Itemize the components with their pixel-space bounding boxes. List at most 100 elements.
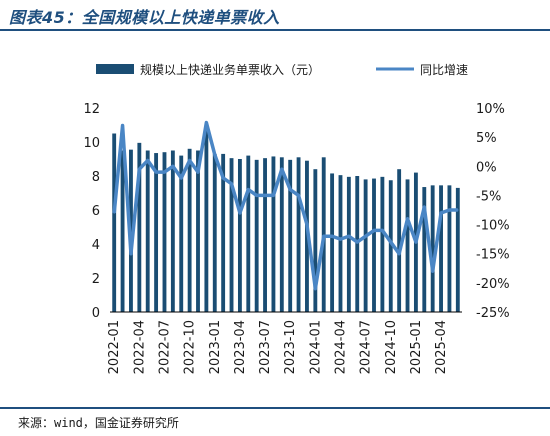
y-right-tick-label: -25% xyxy=(476,306,510,321)
x-tick-label: 2022-07 xyxy=(158,320,173,374)
x-tick-label: 2025-01 xyxy=(409,320,424,374)
bar-2025-05 xyxy=(447,185,452,312)
line-point-2022-04 xyxy=(138,168,141,170)
x-tick-label: 2023-07 xyxy=(258,320,273,374)
bar-2024-04 xyxy=(338,175,343,312)
bar-2022-04 xyxy=(137,142,142,312)
line-point-2024-02 xyxy=(322,235,325,238)
bar-2024-08 xyxy=(372,178,376,312)
x-tick-label: 2024-01 xyxy=(308,320,323,374)
bar-2025-03 xyxy=(430,185,435,312)
legend-label-bar: 规模以上快递业务单票收入（元） xyxy=(140,62,320,77)
y-right-tick-label: -20% xyxy=(476,277,510,292)
bar-2022-01 xyxy=(112,133,117,312)
bar-2024-05 xyxy=(346,176,351,312)
bar-2023-02 xyxy=(221,153,226,312)
source-note: 来源：wind，国金证券研究所 xyxy=(18,416,179,430)
bar-2025-04 xyxy=(439,185,443,312)
y-left-tick-label: 4 xyxy=(92,238,100,253)
line-point-2024-05 xyxy=(348,235,350,238)
y-axis-right: 10% 5% 0% -5% -10% -15% -20% -25% xyxy=(476,102,510,321)
y-left-tick-label: 12 xyxy=(83,102,100,117)
line-point-2025-02 xyxy=(423,206,426,208)
x-tick-label: 2022-10 xyxy=(183,320,198,374)
legend-label-line: 同比增速 xyxy=(420,63,468,77)
line-point-2023-11 xyxy=(297,194,300,197)
line-point-2024-08 xyxy=(373,229,375,232)
y-left-tick-label: 0 xyxy=(92,306,100,321)
footer-rule xyxy=(0,407,550,409)
y-right-tick-label: 5% xyxy=(476,131,497,146)
line-point-2025-06 xyxy=(457,209,459,211)
bar-2024-12 xyxy=(405,179,410,312)
y-left-tick-label: 8 xyxy=(92,170,100,185)
bar-2022-05 xyxy=(145,150,150,312)
legend-swatch-bar xyxy=(96,64,134,74)
line-point-2022-01 xyxy=(113,212,115,214)
line-point-2023-09 xyxy=(281,168,283,170)
y-left-tick-label: 6 xyxy=(92,204,100,219)
line-point-2023-06 xyxy=(255,194,258,197)
y-right-tick-label: -10% xyxy=(476,219,510,234)
x-tick-label: 2024-07 xyxy=(359,320,374,374)
y-right-tick-label: -15% xyxy=(476,248,510,263)
x-tick-label: 2024-10 xyxy=(384,320,399,374)
bar-2024-09 xyxy=(380,176,385,312)
line-point-2024-01 xyxy=(314,287,317,290)
bar-2025-06 xyxy=(455,187,460,312)
bar-2022-02 xyxy=(120,150,125,312)
chart-title: 图表45：全国规模以上快递单票收入 xyxy=(9,8,280,27)
line-point-2023-10 xyxy=(289,188,291,191)
bar-series xyxy=(112,130,460,312)
line-point-2023-12 xyxy=(306,223,308,226)
chart: 规模以上快递业务单票收入（元） 同比增速 0 2 4 6 8 10 12 10% 5% 0% -5… xyxy=(83,62,510,374)
y-right-tick-label: 0% xyxy=(476,160,497,175)
bar-2023-03 xyxy=(229,158,234,312)
line-point-2024-09 xyxy=(381,229,384,232)
x-tick-label: 2023-10 xyxy=(283,320,298,374)
bar-2024-06 xyxy=(355,176,360,312)
line-point-2022-07 xyxy=(163,171,166,173)
line-point-2024-03 xyxy=(331,235,333,238)
line-point-2024-06 xyxy=(356,241,359,243)
bar-2023-11 xyxy=(296,157,301,312)
line-point-2022-08 xyxy=(172,165,174,168)
line-point-2023-03 xyxy=(230,182,233,185)
line-point-2025-01 xyxy=(415,241,417,243)
line-point-2023-02 xyxy=(222,177,224,179)
y-left-tick-label: 10 xyxy=(83,136,100,151)
line-point-2024-12 xyxy=(406,217,409,220)
line-point-2022-06 xyxy=(155,171,157,173)
legend: 规模以上快递业务单票收入（元） 同比增速 xyxy=(96,62,468,77)
bar-2024-01 xyxy=(313,169,318,312)
line-point-2023-05 xyxy=(247,188,250,191)
bar-2022-08 xyxy=(170,150,175,312)
x-tick-label: 2025-04 xyxy=(434,320,449,374)
x-axis: 2022-01 2022-04 2022-07 2022-10 2023-01 2023-… xyxy=(107,320,449,374)
x-tick-label: 2022-04 xyxy=(132,320,147,374)
bar-2024-10 xyxy=(388,180,393,312)
bar-2023-05 xyxy=(246,155,251,312)
bar-2022-06 xyxy=(154,153,159,312)
line-point-2022-11 xyxy=(197,171,199,173)
line-series xyxy=(112,120,459,291)
y-left-tick-label: 2 xyxy=(92,272,100,287)
line-point-2025-05 xyxy=(448,209,451,211)
bar-2023-04 xyxy=(237,159,242,312)
line-point-2022-12 xyxy=(205,121,208,124)
line-point-2024-07 xyxy=(364,235,367,238)
bar-2023-09 xyxy=(279,157,284,312)
line-point-2022-05 xyxy=(146,159,149,162)
bar-2022-09 xyxy=(179,155,184,312)
line-point-2022-02 xyxy=(121,124,124,127)
title-rule xyxy=(0,29,550,31)
x-tick-label: 2023-01 xyxy=(208,320,223,374)
line-point-2023-04 xyxy=(239,212,241,214)
line-point-2023-08 xyxy=(272,194,275,197)
line-point-2025-04 xyxy=(440,212,442,214)
line-point-2023-01 xyxy=(213,153,216,156)
line-point-2024-04 xyxy=(339,238,342,240)
bar-2023-01 xyxy=(212,153,217,312)
bar-2024-03 xyxy=(330,173,335,312)
bar-2023-08 xyxy=(271,156,276,312)
